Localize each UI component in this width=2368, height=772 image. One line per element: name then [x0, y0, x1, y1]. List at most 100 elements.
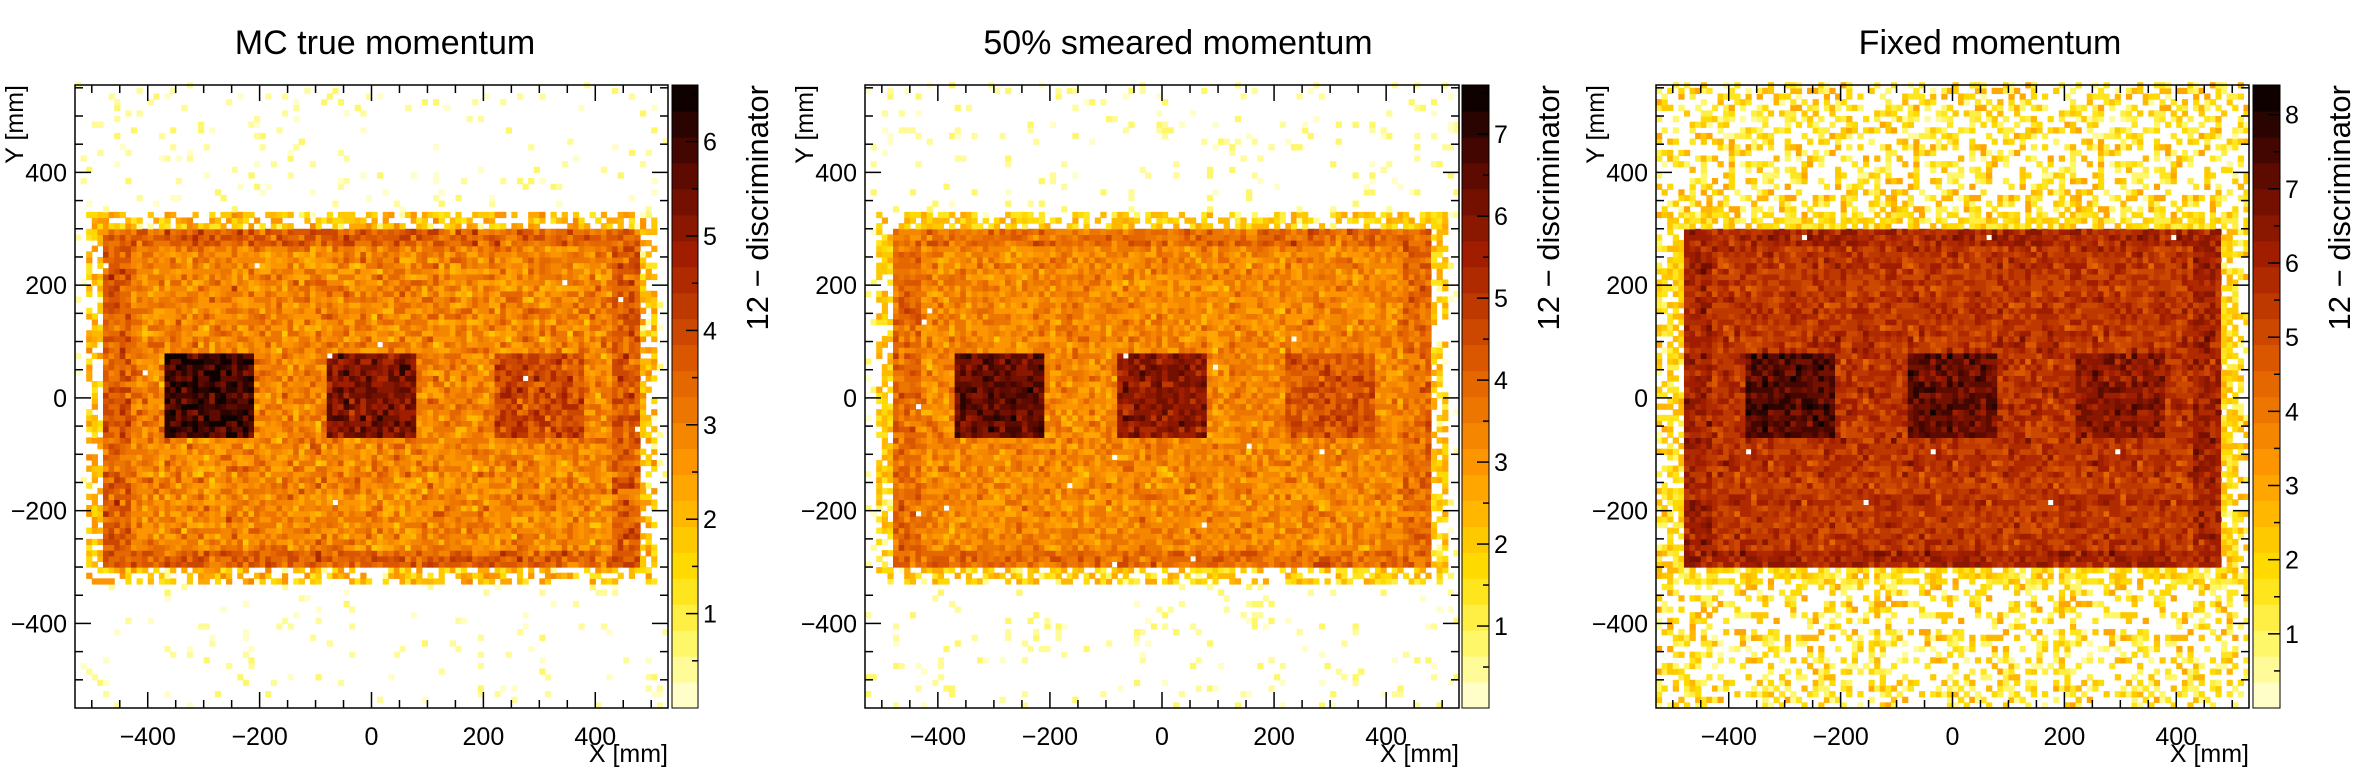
heatmap-cell [114, 398, 120, 404]
heatmap-cell [232, 505, 238, 511]
heatmap-cell [450, 358, 456, 364]
heatmap-cell [332, 229, 338, 235]
heatmap-cell [276, 426, 282, 432]
heatmap-cell [422, 353, 428, 359]
heatmap-cell [215, 246, 221, 252]
heatmap-cell [192, 567, 198, 573]
heatmap-cell [92, 122, 98, 128]
heatmap-cell [455, 308, 461, 314]
heatmap-cell [399, 319, 405, 325]
heatmap-cell [181, 494, 187, 500]
heatmap-cell [316, 674, 322, 680]
heatmap-cell [131, 325, 137, 331]
heatmap-cell [103, 353, 109, 359]
heatmap-cell [433, 234, 439, 240]
heatmap-cell [293, 375, 299, 381]
heatmap-cell [226, 545, 232, 551]
heatmap-cell [405, 325, 411, 331]
heatmap-cell [192, 488, 198, 494]
heatmap-cell [181, 533, 187, 539]
heatmap-cell [299, 387, 305, 393]
heatmap-cell [327, 387, 333, 393]
heatmap-cell [433, 516, 439, 522]
heatmap-cell [327, 251, 333, 257]
heatmap-cell [220, 460, 226, 466]
heatmap-cell [220, 353, 226, 359]
heatmap-cell [293, 454, 299, 460]
heatmap-cell [181, 432, 187, 438]
heatmap-cell [377, 234, 383, 240]
heatmap-cell [394, 285, 400, 291]
heatmap-cell [304, 488, 310, 494]
heatmap-cell [288, 246, 294, 252]
heatmap-cell [366, 336, 372, 342]
heatmap-cell [198, 336, 204, 342]
heatmap-cell [204, 246, 210, 252]
heatmap-cell [405, 528, 411, 534]
heatmap-cell [405, 358, 411, 364]
heatmap-cell [248, 234, 254, 240]
heatmap-cell [344, 420, 350, 426]
heatmap-cell [377, 697, 383, 703]
heatmap-cell [478, 477, 484, 483]
heatmap-cell [327, 561, 333, 567]
heatmap-cell [220, 561, 226, 567]
heatmap-cell [332, 381, 338, 387]
heatmap-cell [97, 325, 103, 331]
heatmap-cell [304, 432, 310, 438]
heatmap-cell [209, 217, 215, 223]
heatmap-cell [372, 358, 378, 364]
heatmap-cell [176, 437, 182, 443]
heatmap-cell [204, 347, 210, 353]
heatmap-cell [243, 539, 249, 545]
heatmap-cell [226, 573, 232, 579]
heatmap-cell [215, 539, 221, 545]
heatmap-cell [433, 342, 439, 348]
heatmap-cell [288, 623, 294, 629]
heatmap-cell [444, 342, 450, 348]
heatmap-cell [349, 437, 355, 443]
heatmap-cell [394, 364, 400, 370]
heatmap-cell [321, 488, 327, 494]
heatmap-cell [321, 556, 327, 562]
heatmap-cell [254, 561, 260, 567]
heatmap-cell [355, 460, 361, 466]
heatmap-cell [165, 426, 171, 432]
heatmap-cell [181, 516, 187, 522]
heatmap-cell [344, 302, 350, 308]
heatmap-cell [495, 381, 501, 387]
heatmap-cell [220, 607, 226, 613]
heatmap-cell [383, 426, 389, 432]
heatmap-cell [433, 561, 439, 567]
heatmap-cell [125, 325, 131, 331]
heatmap-cell [204, 539, 210, 545]
heatmap-cell [399, 578, 405, 584]
heatmap-cell [416, 302, 422, 308]
heatmap-cell [198, 426, 204, 432]
heatmap-cell [226, 420, 232, 426]
heatmap-cell [377, 420, 383, 426]
heatmap-cell [304, 263, 310, 269]
heatmap-cell [288, 522, 294, 528]
heatmap-cell [220, 229, 226, 235]
heatmap-cell [109, 375, 115, 381]
heatmap-cell [125, 364, 131, 370]
heatmap-cell [120, 573, 126, 579]
heatmap-cell [483, 229, 489, 235]
heatmap-cell [142, 291, 148, 297]
heatmap-cell [165, 392, 171, 398]
heatmap-cell [405, 330, 411, 336]
heatmap-cell [153, 426, 159, 432]
heatmap-cell [366, 556, 372, 562]
heatmap-cell [310, 471, 316, 477]
heatmap-cell [181, 251, 187, 257]
heatmap-cell [338, 302, 344, 308]
heatmap-cell [148, 274, 154, 280]
heatmap-cell [271, 533, 277, 539]
heatmap-cell [399, 370, 405, 376]
heatmap-cell [153, 263, 159, 269]
heatmap-cell [103, 471, 109, 477]
heatmap-cell [366, 482, 372, 488]
heatmap-cell [254, 122, 260, 128]
heatmap-cell [383, 217, 389, 223]
